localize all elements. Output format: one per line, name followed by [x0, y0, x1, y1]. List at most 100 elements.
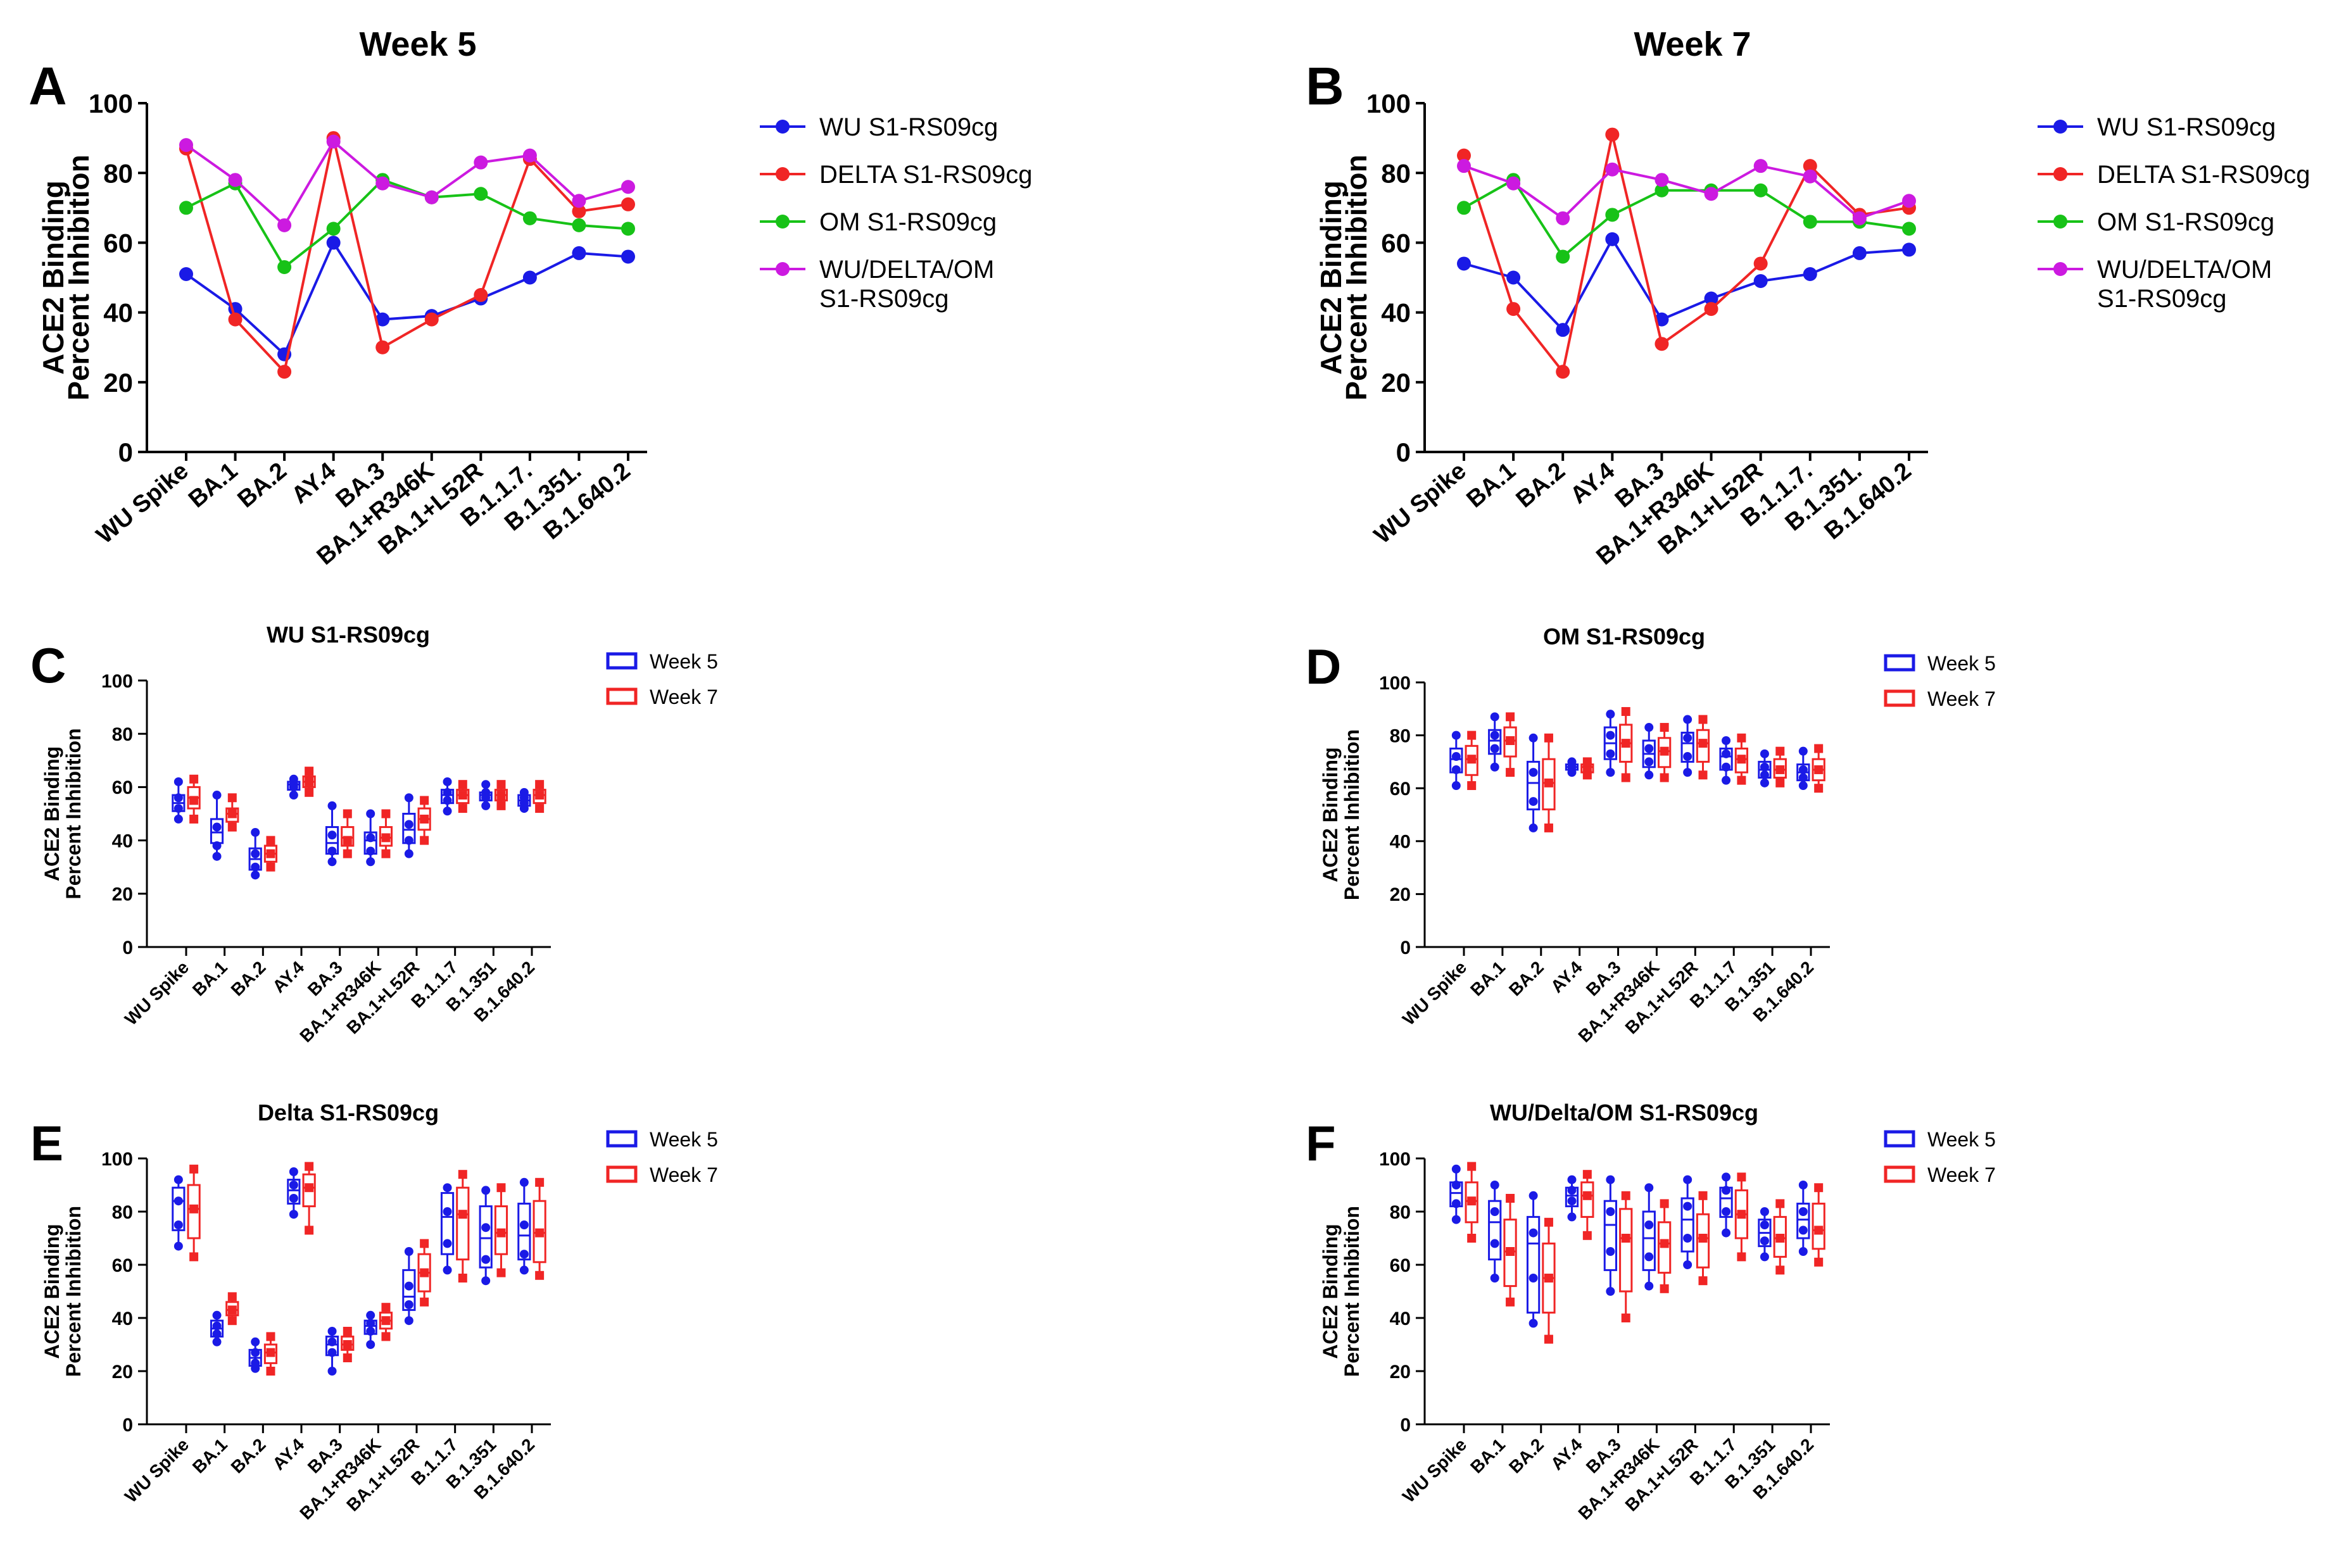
x-tick-label: WU Spike	[1399, 1434, 1470, 1506]
data-point	[474, 155, 488, 170]
data-point	[277, 218, 292, 232]
series-line	[185, 137, 629, 375]
legend-marker	[2053, 262, 2067, 276]
data-point	[443, 787, 452, 797]
data-point	[1506, 712, 1515, 722]
legend-marker	[2053, 120, 2067, 134]
data-point	[1722, 775, 1731, 785]
data-point	[327, 801, 337, 810]
data-point	[621, 180, 635, 194]
x-tick-label: WU Spike	[121, 957, 192, 1029]
y-axis-label: Percent Inhibition	[62, 154, 95, 400]
data-point	[1582, 1191, 1592, 1200]
legend-swatch	[606, 652, 638, 670]
data-point	[1467, 781, 1477, 791]
data-point	[1660, 773, 1669, 782]
data-point	[1506, 768, 1515, 777]
data-point	[343, 836, 352, 845]
data-point	[1722, 1186, 1731, 1195]
y-tick-label: 20	[1381, 368, 1411, 398]
data-point	[519, 787, 529, 797]
y-tick-label: 20	[112, 884, 133, 905]
data-point	[1556, 211, 1570, 225]
y-tick-label: 60	[103, 229, 133, 258]
data-point	[496, 780, 506, 789]
data-point	[189, 1164, 199, 1174]
data-point	[1605, 208, 1620, 222]
data-point	[1457, 256, 1471, 271]
data-point	[1544, 733, 1553, 743]
data-point	[1803, 169, 1817, 184]
data-point	[1556, 365, 1570, 379]
data-point	[443, 796, 452, 805]
data-point	[1737, 755, 1746, 764]
data-point	[1683, 1234, 1692, 1243]
data-point	[1852, 211, 1867, 225]
y-tick-label: 60	[1390, 779, 1411, 800]
data-point	[1567, 1186, 1577, 1195]
data-point	[1760, 770, 1769, 780]
data-point	[522, 270, 537, 285]
legend-swatch	[606, 1165, 638, 1183]
data-point	[1457, 201, 1471, 215]
data-point	[1798, 1247, 1808, 1256]
y-tick-label: 0	[1400, 938, 1411, 958]
data-point	[1506, 736, 1515, 745]
data-point	[1660, 723, 1669, 732]
data-point	[1451, 1164, 1461, 1174]
data-point	[1775, 778, 1785, 787]
data-point	[1528, 1274, 1538, 1283]
data-point	[1544, 1217, 1553, 1227]
data-point	[1760, 749, 1769, 758]
data-point	[1621, 739, 1630, 748]
data-point	[173, 1241, 183, 1251]
data-point	[1467, 1162, 1477, 1171]
x-tick-label: BA.2	[1511, 458, 1570, 513]
data-point	[496, 1183, 506, 1193]
series-line	[1463, 134, 1910, 375]
data-point	[381, 1332, 391, 1341]
data-point	[474, 187, 488, 201]
y-tick-label: 0	[118, 437, 133, 467]
data-point	[404, 820, 413, 829]
data-point	[481, 1276, 491, 1286]
data-point	[458, 791, 467, 800]
data-point	[266, 849, 275, 858]
data-point	[1506, 1194, 1515, 1203]
data-point	[1737, 775, 1746, 785]
data-point	[179, 267, 193, 281]
data-point	[1606, 1175, 1615, 1184]
data-point	[1814, 784, 1824, 793]
data-point	[1528, 823, 1538, 832]
data-point	[1698, 739, 1708, 748]
y-axis-label: Percent Inhibition	[62, 728, 85, 899]
data-point	[1760, 1220, 1769, 1229]
y-axis-label: Percent Inhibition	[1340, 1206, 1363, 1377]
y-tick-label: 100	[101, 1149, 133, 1170]
panel-f: F WU/Delta/OM S1-RS09cg ACE2 BindingPercen…	[1306, 1100, 1996, 1524]
x-tick-label: BA.2	[1505, 957, 1547, 1000]
data-point	[1644, 723, 1654, 732]
data-point	[1451, 781, 1461, 791]
data-point	[1722, 736, 1731, 745]
data-point	[1644, 757, 1654, 767]
series-line	[185, 139, 629, 228]
y-tick-label: 40	[103, 298, 133, 328]
data-point	[343, 1340, 352, 1349]
data-point	[173, 1196, 183, 1206]
data-point	[212, 1329, 222, 1339]
data-point	[1528, 797, 1538, 806]
data-point	[519, 1250, 529, 1259]
y-tick-label: 100	[1379, 1149, 1411, 1170]
data-point	[1660, 1199, 1669, 1208]
legend-label: OM S1-RS09cg	[819, 208, 997, 236]
legend-label: DELTA S1-RS09cg	[819, 161, 1032, 189]
x-tick-label: WU Spike	[121, 1434, 192, 1506]
data-point	[289, 774, 298, 784]
data-point	[1753, 183, 1768, 198]
y-tick-label: 20	[1390, 884, 1411, 905]
y-axis-label: ACE2 Binding	[37, 180, 70, 375]
data-point	[189, 796, 199, 805]
data-point	[381, 1303, 391, 1312]
